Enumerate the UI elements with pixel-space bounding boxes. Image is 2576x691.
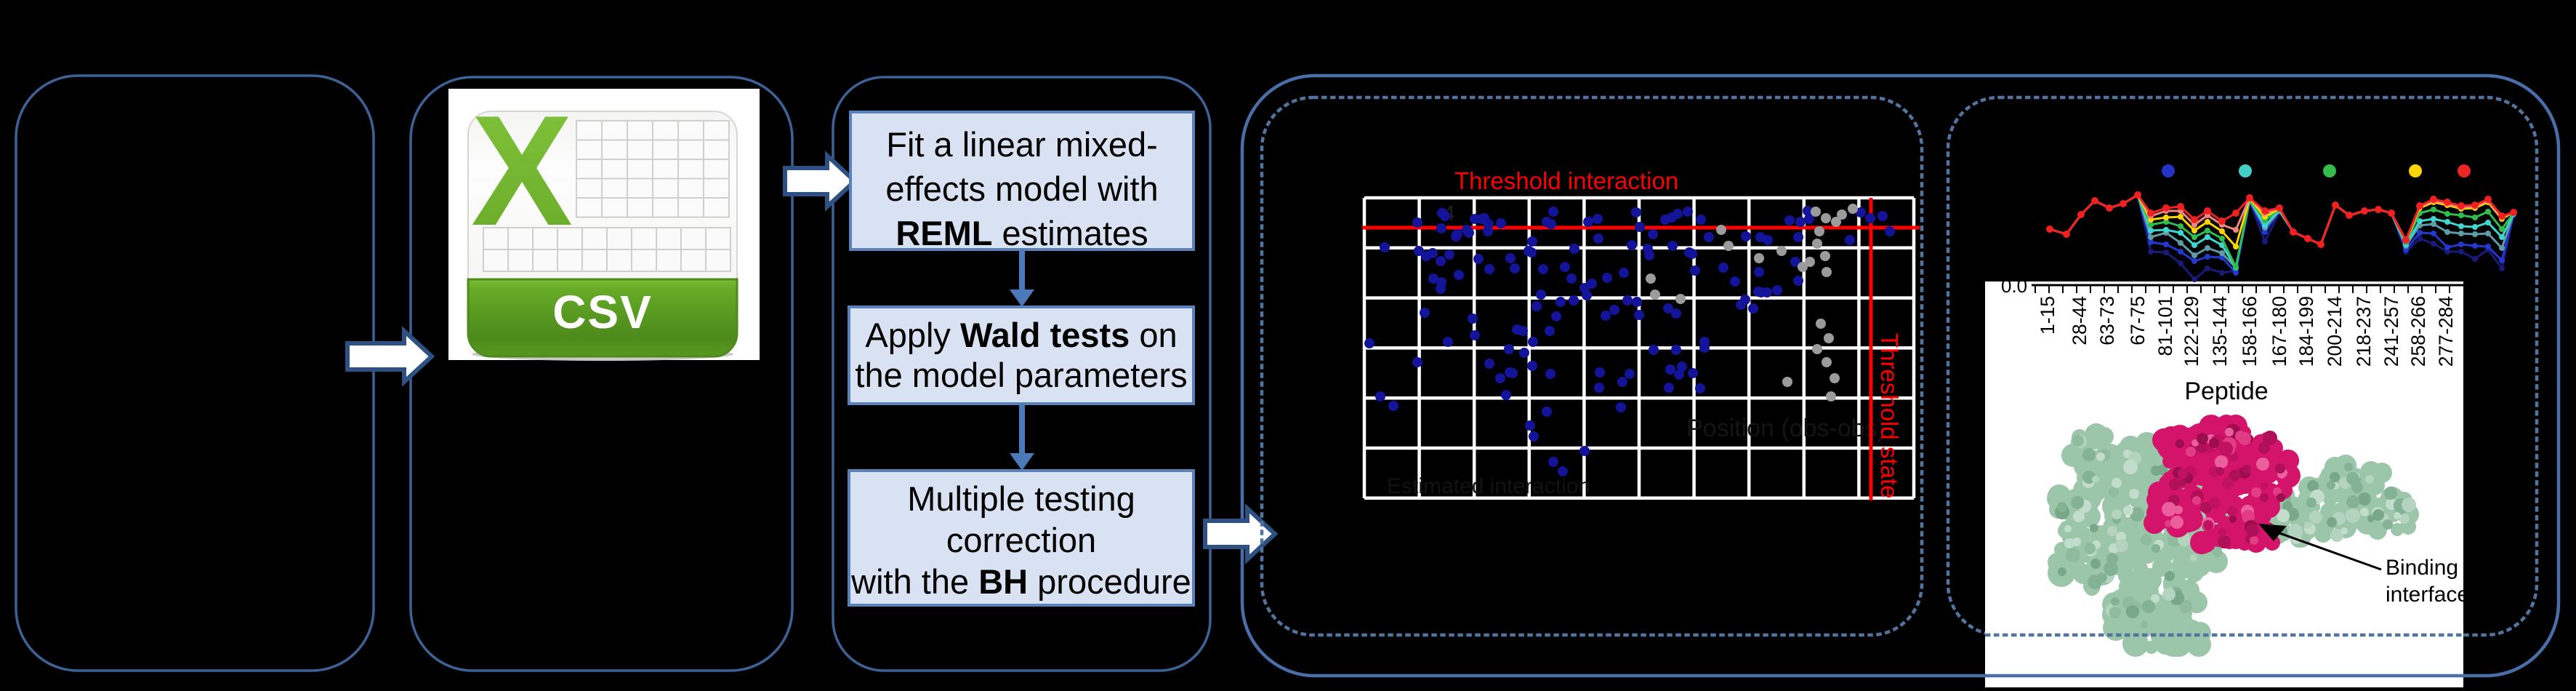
svg-text:184-199: 184-199	[2295, 296, 2317, 367]
svg-text:CSV: CSV	[552, 286, 653, 338]
svg-text:1-15: 1-15	[2037, 296, 2058, 335]
svg-text:Threshold state: Threshold state	[1876, 333, 1903, 498]
svg-text:REML estimates: REML estimates	[895, 214, 1148, 252]
svg-text:Multiple testing: Multiple testing	[907, 479, 1135, 518]
svg-text:Peptide: Peptide	[2184, 378, 2268, 405]
svg-text:Binding: Binding	[2386, 556, 2458, 580]
svg-text:258-266: 258-266	[2407, 296, 2429, 367]
svg-text:Apply Wald tests on: Apply Wald tests on	[865, 316, 1177, 354]
svg-text:167-180: 167-180	[2269, 296, 2290, 367]
svg-text:0.0: 0.0	[2001, 275, 2027, 297]
svg-text:122-129: 122-129	[2181, 296, 2202, 367]
svg-text:81-101: 81-101	[2154, 296, 2176, 356]
svg-text:28-44: 28-44	[2069, 296, 2090, 346]
svg-text:241-257: 241-257	[2380, 296, 2402, 367]
svg-text:63-73: 63-73	[2096, 296, 2118, 346]
svg-text:277-284: 277-284	[2435, 296, 2457, 367]
svg-text:interface: interface	[2386, 583, 2469, 607]
svg-text:158-166: 158-166	[2239, 296, 2261, 367]
svg-text:Fit a linear mixed-: Fit a linear mixed-	[886, 125, 1158, 164]
svg-text:200-214: 200-214	[2324, 296, 2346, 367]
svg-text:67-75: 67-75	[2127, 296, 2149, 346]
svg-text:X: X	[471, 82, 573, 258]
svg-text:Threshold interaction: Threshold interaction	[1454, 167, 1678, 194]
svg-text:Estimated interaction: Estimated interaction	[1387, 474, 1590, 498]
svg-text:218-237: 218-237	[2353, 296, 2375, 367]
svg-text:correction: correction	[946, 521, 1096, 559]
svg-text:Position (obs-obs): Position (obs-obs)	[1686, 415, 1885, 442]
svg-text:effects model with: effects model with	[885, 169, 1158, 208]
svg-text:135-144: 135-144	[2209, 296, 2231, 367]
svg-text:with the BH procedure: with the BH procedure	[850, 562, 1191, 601]
svg-text:the model parameters: the model parameters	[855, 356, 1187, 394]
